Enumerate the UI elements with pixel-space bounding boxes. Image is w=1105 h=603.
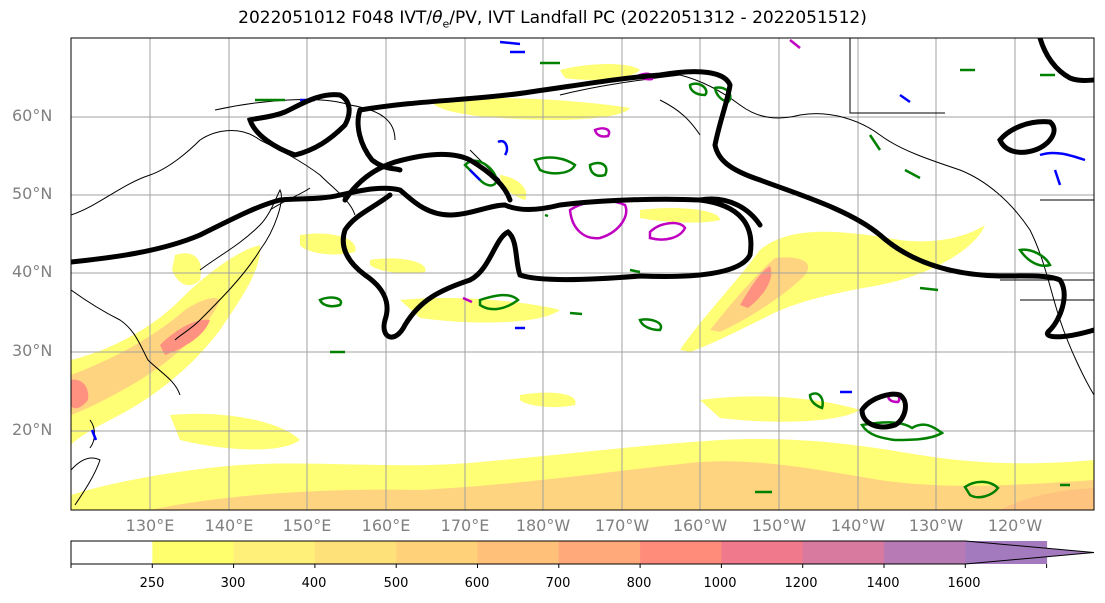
colorbar-segment — [396, 541, 478, 564]
colorbar-extend-arrow — [965, 541, 1094, 564]
figure-title: 2022051012 F048 IVT/θe/PV, IVT Landfall … — [238, 8, 867, 31]
lon-label-130e: 130°E — [125, 516, 175, 535]
lat-label-60n: 60°N — [12, 106, 53, 125]
colorbar-tick-1400: 1400 — [866, 576, 900, 591]
colorbar-segment — [233, 541, 316, 564]
colorbar-tick-600: 600 — [464, 576, 490, 591]
colorbar-segment — [802, 541, 885, 564]
colorbar-tick-400: 400 — [301, 576, 327, 591]
green-contours — [255, 61, 1070, 499]
colorbar-segment — [558, 541, 641, 564]
colorbar-tick-300: 300 — [220, 576, 246, 591]
colorbar-segment — [314, 541, 397, 564]
lat-label-30n: 30°N — [12, 341, 53, 360]
lon-label-140w: 140°W — [830, 516, 886, 535]
lon-label-150e: 150°E — [282, 516, 332, 535]
colorbar-tick-500: 500 — [383, 576, 409, 591]
lat-label-40n: 40°N — [12, 262, 53, 281]
colorbar-tick-700: 700 — [545, 576, 571, 591]
blue-contours — [90, 40, 1086, 441]
colorbar-outline — [70, 540, 1095, 565]
lon-label-140e: 140°E — [204, 516, 254, 535]
colorbar-tick-1600: 1600 — [947, 576, 981, 591]
lon-label-120w: 120°W — [987, 516, 1043, 535]
lon-label-170w: 170°W — [594, 516, 650, 535]
graticule — [71, 38, 1094, 510]
colorbar-segment — [477, 541, 560, 564]
lat-label-50n: 50°N — [12, 184, 53, 203]
colorbar-segment — [721, 541, 804, 564]
ivt-landfall-pc-contour — [71, 38, 1094, 430]
lon-label-180w: 180°W — [515, 516, 571, 535]
lon-label-160e: 160°E — [361, 516, 411, 535]
lon-label-160w: 160°W — [672, 516, 728, 535]
colorbar-tick-1000: 1000 — [703, 576, 737, 591]
borders — [849, 38, 1094, 301]
colorbar-tick-250: 250 — [139, 576, 165, 591]
colorbar-segment — [152, 541, 235, 564]
colorbar-segment — [884, 541, 966, 564]
colorbar-tick-1200: 1200 — [784, 576, 818, 591]
colorbar-segment — [640, 541, 722, 564]
lon-label-150w: 150°W — [751, 516, 807, 535]
lat-label-20n: 20°N — [12, 420, 53, 439]
lon-label-170e: 170°E — [440, 516, 490, 535]
colorbar — [70, 540, 1095, 565]
colorbar-segment — [71, 541, 153, 564]
colorbar-tick-800: 800 — [626, 576, 652, 591]
map-frame — [70, 37, 1095, 511]
lon-label-130w: 130°W — [908, 516, 964, 535]
